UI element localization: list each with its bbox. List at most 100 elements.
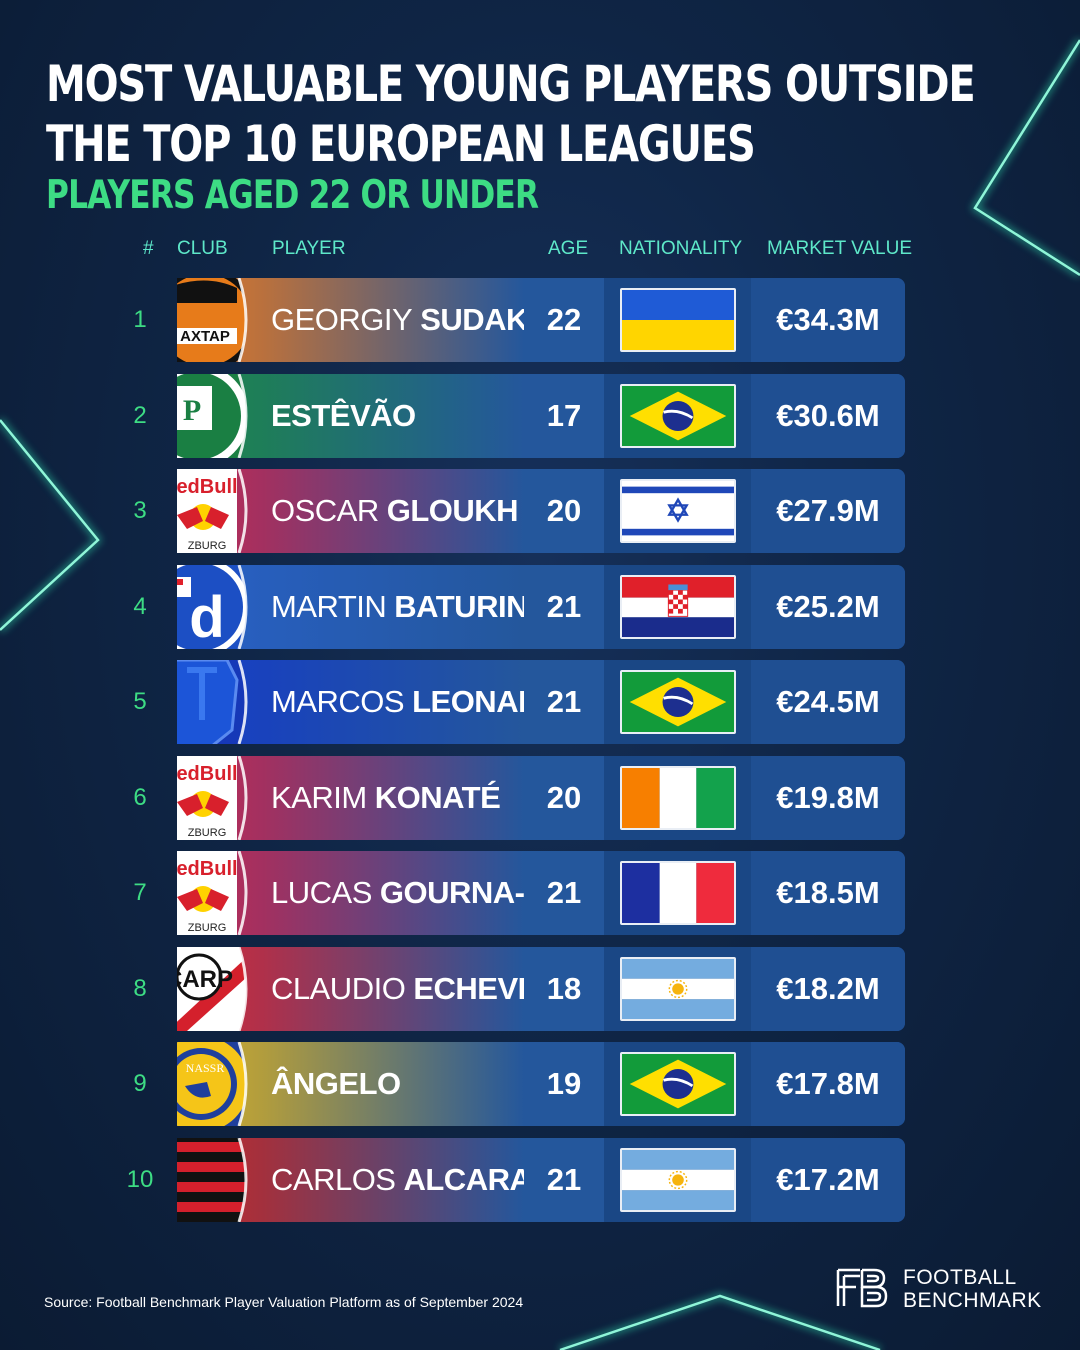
source-note: Source: Football Benchmark Player Valuat…: [44, 1294, 524, 1310]
market-value: €17.2M: [751, 1138, 905, 1222]
svg-text:NASSR: NASSR: [186, 1061, 225, 1075]
svg-text:CARP: CARP: [177, 966, 233, 993]
player-name: CARLOS ALCARAZ: [271, 1138, 550, 1222]
header-market-value: MARKET VALUE: [767, 238, 913, 259]
table-row: CARLOS ALCARAZ 21 €17.2M: [177, 1138, 905, 1222]
market-value: €30.6M: [751, 374, 905, 458]
player-name: ESTÊVÃO: [271, 374, 416, 458]
player-last-name: GLOUKH: [386, 493, 519, 528]
market-value: €18.5M: [751, 851, 905, 935]
rank-number: 3: [133, 497, 147, 524]
nationality-cell: [604, 1138, 751, 1222]
ukraine-flag-icon: [620, 288, 736, 352]
player-name: ÂNGELO: [271, 1042, 401, 1126]
table-row: edBull ZBURG OSCAR GLOUKH 20 €27.9M: [177, 469, 905, 553]
al-nassr-badge: NASSR: [177, 1042, 261, 1126]
page-title: MOST VALUABLE YOUNG PLAYERS OUTSIDE THE …: [46, 54, 976, 174]
age-value: 21: [524, 1138, 604, 1222]
rank-number: 1: [133, 306, 147, 333]
rank-number: 9: [133, 1070, 147, 1097]
player-cell: d MARTIN BATURINA: [177, 565, 550, 649]
page-subtitle: PLAYERS AGED 22 OR UNDER: [46, 173, 539, 218]
table-row: CARPCLAUDIOECHEVERRI18€18.2M: [177, 947, 905, 1031]
player-cell: edBull ZBURG KARIM KONATÉ: [177, 756, 524, 840]
football-benchmark-logo-text: FOOTBALL BENCHMARK: [903, 1266, 1042, 1312]
header-player: PLAYER: [272, 238, 346, 259]
player-cell: MARCOS LEONARDO: [177, 660, 586, 744]
rank-number: 2: [133, 402, 147, 429]
market-value: €25.2M: [751, 565, 905, 649]
player-last-name: ESTÊVÃO: [271, 398, 416, 433]
player-first-name: MARTIN: [271, 589, 387, 624]
dinamo-zagreb-badge: d: [177, 565, 261, 649]
table-row: edBull ZBURG LUCAS GOURNA-DOUATH 21 €18.5M: [177, 851, 905, 935]
svg-text:edBull: edBull: [177, 476, 238, 498]
market-value: €18.2M: [751, 947, 905, 1031]
croatia-flag-icon: [620, 575, 736, 639]
rank-number: 6: [133, 784, 147, 811]
player-cell: AXTAP GEORGIY SUDAKOV: [177, 278, 572, 362]
market-value: €27.9M: [751, 469, 905, 553]
svg-text:d: d: [189, 585, 224, 649]
player-name: OSCAR GLOUKH: [271, 469, 519, 553]
table-row: NASSR ÂNGELO 19 €17.8M: [177, 1042, 905, 1126]
header-nationality: NATIONALITY: [619, 238, 743, 259]
rank-number: 4: [133, 593, 147, 620]
age-value: 20: [524, 756, 604, 840]
rank-number: 10: [126, 1166, 154, 1193]
table-row: MARCOS LEONARDO 21 €24.5M: [177, 660, 905, 744]
header-rank: #: [143, 238, 154, 259]
age-value: 18: [524, 947, 604, 1031]
nationality-cell: [604, 756, 751, 840]
nationality-cell: [604, 469, 751, 553]
table-row: P ESTÊVÃO 17 €30.6M: [177, 374, 905, 458]
nationality-cell: [604, 660, 751, 744]
logo-line-1: FOOTBALL: [903, 1266, 1017, 1289]
rank-number: 5: [133, 688, 147, 715]
brazil-flag-icon: [620, 670, 736, 734]
player-first-name: GEORGIY: [271, 302, 413, 337]
israel-flag-icon: [620, 479, 736, 543]
age-value: 21: [524, 565, 604, 649]
argentina-flag-icon: [620, 957, 736, 1021]
age-value: 20: [524, 469, 604, 553]
red-bull-salzburg-badge: edBull ZBURG: [177, 756, 261, 840]
age-value: 21: [524, 660, 604, 744]
player-cell: CARLOS ALCARAZ: [177, 1138, 550, 1222]
player-name: KARIM KONATÉ: [271, 756, 501, 840]
shakhtar-donetsk-badge: AXTAP: [177, 278, 261, 362]
nationality-cell: [604, 278, 751, 362]
nationality-cell: [604, 1042, 751, 1126]
age-value: 21: [524, 851, 604, 935]
red-bull-salzburg-badge: edBull ZBURG: [177, 851, 261, 935]
rank-number: 7: [133, 879, 147, 906]
svg-text:edBull: edBull: [177, 858, 238, 880]
svg-text:P: P: [183, 394, 201, 427]
nationality-cell: [604, 374, 751, 458]
porto-badge: [177, 660, 261, 744]
player-first-name: CARLOS: [271, 1162, 396, 1197]
market-value: €19.8M: [751, 756, 905, 840]
market-value: €24.5M: [751, 660, 905, 744]
nationality-cell: [604, 947, 751, 1031]
table-row: AXTAP GEORGIY SUDAKOV 22 €34.3M: [177, 278, 905, 362]
player-name: MARTIN BATURINA: [271, 565, 550, 649]
red-bull-salzburg-badge: edBull ZBURG: [177, 469, 261, 553]
age-value: 17: [524, 374, 604, 458]
svg-text:ZBURG: ZBURG: [188, 922, 227, 934]
svg-text:ZBURG: ZBURG: [188, 540, 227, 552]
player-cell: CARPCLAUDIOECHEVERRI: [177, 947, 590, 1031]
argentina-flag-icon: [620, 1148, 736, 1212]
flamengo-badge: [177, 1138, 261, 1222]
market-value: €17.8M: [751, 1042, 905, 1126]
player-first-name: CLAUDIO: [271, 971, 406, 1006]
svg-text:edBull: edBull: [177, 763, 238, 785]
player-last-name: KONATÉ: [374, 780, 501, 815]
title-line-2: THE TOP 10 EUROPEAN LEAGUES: [46, 115, 756, 173]
player-first-name: KARIM: [271, 780, 367, 815]
nationality-cell: [604, 565, 751, 649]
table-row: d MARTIN BATURINA 21 €25.2M: [177, 565, 905, 649]
player-first-name: OSCAR: [271, 493, 379, 528]
player-cell: edBull ZBURG OSCAR GLOUKH: [177, 469, 524, 553]
market-value: €34.3M: [751, 278, 905, 362]
